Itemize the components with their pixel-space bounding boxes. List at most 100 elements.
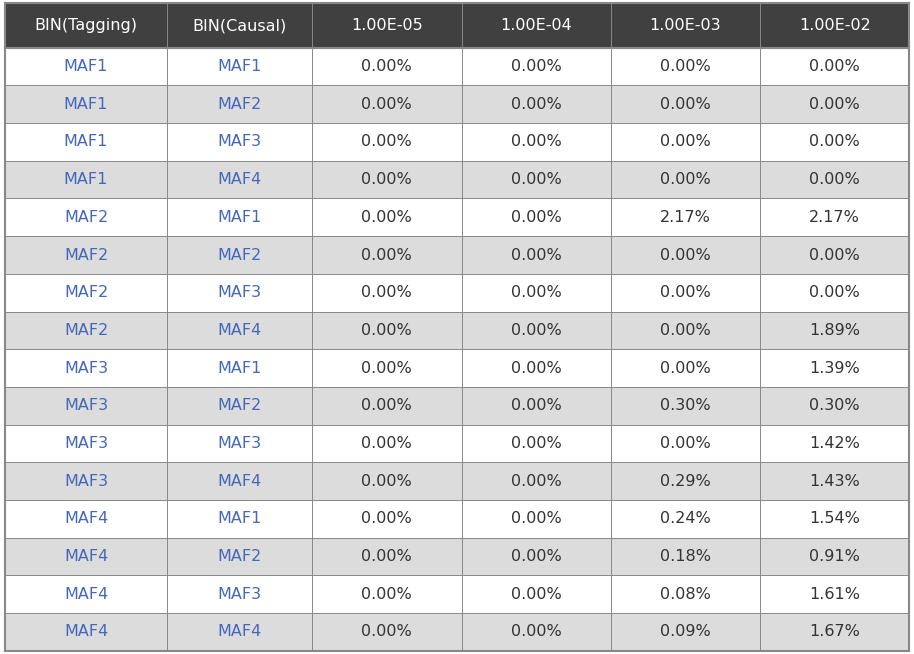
Bar bbox=[760, 236, 909, 274]
Text: 0.00%: 0.00% bbox=[810, 172, 860, 187]
Bar bbox=[611, 613, 760, 651]
Text: BIN(Causal): BIN(Causal) bbox=[193, 18, 287, 33]
Text: 0.00%: 0.00% bbox=[362, 511, 412, 526]
Text: MAF3: MAF3 bbox=[64, 436, 108, 451]
Text: MAF3: MAF3 bbox=[64, 398, 108, 413]
Bar bbox=[611, 86, 760, 123]
Bar bbox=[313, 86, 462, 123]
Bar bbox=[611, 274, 760, 311]
Bar bbox=[167, 311, 313, 349]
Text: 0.00%: 0.00% bbox=[810, 285, 860, 300]
Text: MAF3: MAF3 bbox=[64, 473, 108, 489]
Bar bbox=[5, 48, 167, 86]
Text: MAF1: MAF1 bbox=[218, 210, 262, 225]
Bar bbox=[167, 123, 313, 161]
Text: 0.00%: 0.00% bbox=[362, 247, 412, 262]
Text: 0.00%: 0.00% bbox=[660, 285, 711, 300]
Bar bbox=[462, 3, 611, 48]
Text: 0.00%: 0.00% bbox=[511, 97, 561, 112]
Bar bbox=[313, 198, 462, 236]
Text: 0.29%: 0.29% bbox=[660, 473, 711, 489]
Text: MAF2: MAF2 bbox=[218, 398, 262, 413]
Bar bbox=[5, 3, 167, 48]
Text: 1.39%: 1.39% bbox=[810, 360, 860, 375]
Text: 2.17%: 2.17% bbox=[660, 210, 711, 225]
Text: MAF3: MAF3 bbox=[218, 135, 262, 150]
Text: 0.00%: 0.00% bbox=[511, 210, 561, 225]
Bar bbox=[167, 576, 313, 613]
Bar bbox=[462, 424, 611, 462]
Text: 0.00%: 0.00% bbox=[362, 323, 412, 338]
Text: 0.00%: 0.00% bbox=[362, 549, 412, 564]
Text: MAF2: MAF2 bbox=[218, 97, 262, 112]
Bar bbox=[611, 500, 760, 538]
Text: MAF2: MAF2 bbox=[64, 247, 108, 262]
Bar bbox=[5, 236, 167, 274]
Bar bbox=[5, 424, 167, 462]
Text: MAF4: MAF4 bbox=[218, 323, 262, 338]
Text: MAF2: MAF2 bbox=[64, 210, 108, 225]
Text: 1.00E-03: 1.00E-03 bbox=[650, 18, 721, 33]
Bar bbox=[313, 387, 462, 424]
Text: 0.00%: 0.00% bbox=[660, 436, 711, 451]
Bar bbox=[313, 613, 462, 651]
Text: MAF4: MAF4 bbox=[218, 172, 262, 187]
Bar bbox=[167, 86, 313, 123]
Text: MAF1: MAF1 bbox=[64, 172, 108, 187]
Bar bbox=[760, 462, 909, 500]
Text: 0.00%: 0.00% bbox=[511, 587, 561, 602]
Text: 1.00E-02: 1.00E-02 bbox=[799, 18, 871, 33]
Text: 0.00%: 0.00% bbox=[660, 135, 711, 150]
Bar bbox=[462, 311, 611, 349]
Text: MAF3: MAF3 bbox=[218, 436, 262, 451]
Text: 0.30%: 0.30% bbox=[660, 398, 711, 413]
Bar bbox=[760, 387, 909, 424]
Bar bbox=[760, 349, 909, 387]
Bar bbox=[611, 576, 760, 613]
Text: 1.89%: 1.89% bbox=[809, 323, 860, 338]
Bar bbox=[313, 236, 462, 274]
Bar bbox=[5, 161, 167, 198]
Text: 0.00%: 0.00% bbox=[511, 511, 561, 526]
Text: 1.00E-05: 1.00E-05 bbox=[351, 18, 423, 33]
Text: MAF2: MAF2 bbox=[218, 247, 262, 262]
Bar bbox=[5, 123, 167, 161]
Text: MAF1: MAF1 bbox=[64, 97, 108, 112]
Bar bbox=[5, 613, 167, 651]
Bar bbox=[462, 462, 611, 500]
Text: 0.00%: 0.00% bbox=[511, 135, 561, 150]
Text: 0.00%: 0.00% bbox=[362, 135, 412, 150]
Bar bbox=[760, 198, 909, 236]
Bar bbox=[760, 161, 909, 198]
Text: 0.08%: 0.08% bbox=[660, 587, 711, 602]
Bar bbox=[5, 538, 167, 576]
Bar bbox=[462, 387, 611, 424]
Bar bbox=[760, 3, 909, 48]
Text: 0.00%: 0.00% bbox=[810, 247, 860, 262]
Bar bbox=[313, 48, 462, 86]
Bar bbox=[167, 198, 313, 236]
Bar bbox=[462, 48, 611, 86]
Bar bbox=[462, 236, 611, 274]
Bar bbox=[313, 538, 462, 576]
Text: BIN(Tagging): BIN(Tagging) bbox=[35, 18, 137, 33]
Text: 0.00%: 0.00% bbox=[362, 625, 412, 640]
Bar bbox=[167, 274, 313, 311]
Text: 0.00%: 0.00% bbox=[511, 549, 561, 564]
Bar bbox=[167, 3, 313, 48]
Bar bbox=[462, 349, 611, 387]
Text: MAF1: MAF1 bbox=[218, 511, 262, 526]
Text: 0.00%: 0.00% bbox=[511, 398, 561, 413]
Text: 0.00%: 0.00% bbox=[362, 210, 412, 225]
Bar bbox=[462, 274, 611, 311]
Text: 0.24%: 0.24% bbox=[660, 511, 711, 526]
Text: 0.30%: 0.30% bbox=[810, 398, 860, 413]
Text: MAF2: MAF2 bbox=[64, 285, 108, 300]
Text: MAF3: MAF3 bbox=[64, 360, 108, 375]
Bar bbox=[167, 236, 313, 274]
Text: 0.00%: 0.00% bbox=[511, 436, 561, 451]
Bar bbox=[760, 538, 909, 576]
Bar bbox=[760, 576, 909, 613]
Text: 0.00%: 0.00% bbox=[362, 59, 412, 74]
Bar bbox=[462, 161, 611, 198]
